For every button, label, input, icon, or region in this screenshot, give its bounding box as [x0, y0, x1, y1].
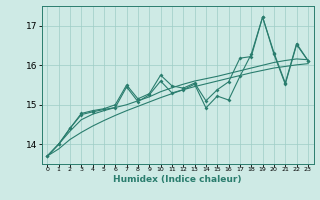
X-axis label: Humidex (Indice chaleur): Humidex (Indice chaleur) [113, 175, 242, 184]
